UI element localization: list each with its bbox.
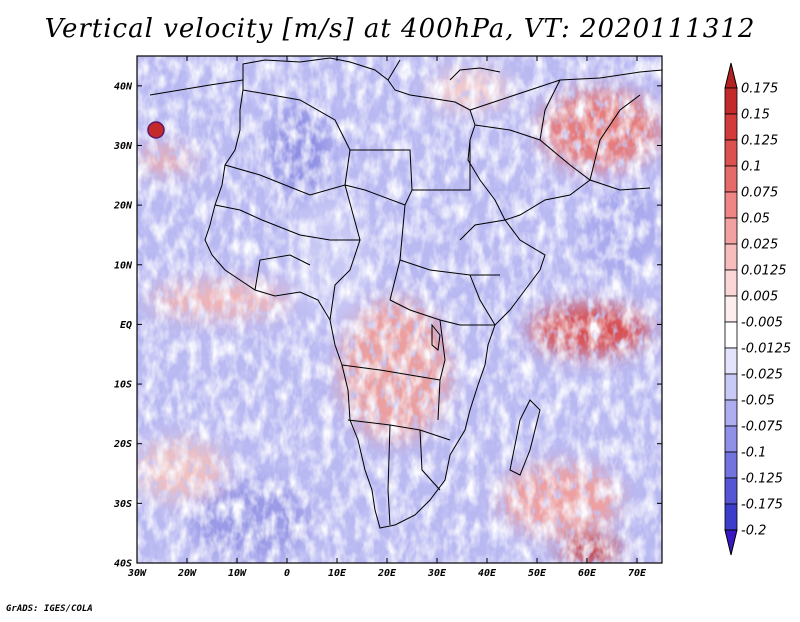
lat-tick-label: 30S bbox=[113, 499, 132, 510]
colorbar-swatch bbox=[724, 191, 738, 219]
colorbar-label: -0.0125 bbox=[741, 342, 791, 357]
lon-tick-label: 40E bbox=[478, 568, 497, 579]
colorbar-label: 0.15 bbox=[741, 108, 770, 123]
lat-tick-label: 20S bbox=[113, 439, 132, 450]
lat-tick-label: 40S bbox=[114, 559, 132, 570]
lon-tick-label: 10E bbox=[328, 568, 347, 579]
colorbar-swatch bbox=[724, 217, 738, 245]
colorbar-swatch bbox=[724, 87, 738, 115]
colorbar-swatch bbox=[724, 295, 738, 323]
colorbar-label: -0.075 bbox=[741, 420, 783, 435]
colorbar-swatch bbox=[724, 477, 738, 505]
colorbar-label: -0.175 bbox=[741, 498, 783, 513]
lat-tick-label: 30N bbox=[113, 141, 133, 152]
lon-tick-label: 30E bbox=[427, 568, 447, 579]
colorbar-label: 0.005 bbox=[741, 290, 778, 305]
lon-tick-label: 20E bbox=[377, 568, 397, 579]
lat-tick-label: 40N bbox=[114, 81, 133, 92]
colorbar-label: 0.075 bbox=[741, 186, 778, 201]
colorbar-label: 0.125 bbox=[741, 134, 778, 149]
colorbar-label: -0.2 bbox=[741, 524, 766, 539]
chart-title: Vertical velocity [m/s] at 400hPa, VT: 2… bbox=[44, 14, 756, 44]
lon-tick-label: 20W bbox=[177, 568, 197, 579]
colorbar-swatch bbox=[724, 165, 738, 193]
colorbar-swatch bbox=[724, 399, 738, 427]
lon-tick-label: 30W bbox=[127, 568, 147, 579]
colorbar-label: -0.125 bbox=[741, 472, 783, 487]
lon-tick-label: 70E bbox=[628, 568, 647, 579]
cyclone-feature bbox=[147, 121, 165, 139]
colorbar-swatch bbox=[724, 347, 738, 375]
colorbar-label: -0.1 bbox=[741, 446, 766, 461]
colorbar-top-arrow bbox=[724, 62, 738, 89]
colorbar-swatch bbox=[724, 373, 738, 401]
colorbar-label: 0.175 bbox=[741, 82, 778, 97]
colorbar-label: 0.025 bbox=[741, 238, 778, 253]
colorbar-swatch bbox=[724, 503, 738, 531]
colorbar-label: -0.025 bbox=[741, 368, 783, 383]
colorbar-label: 0.1 bbox=[741, 160, 762, 175]
colorbar-swatch bbox=[724, 243, 738, 271]
colorbar-swatch bbox=[724, 269, 738, 297]
colorbar-swatch bbox=[724, 139, 738, 167]
colorbar-label: -0.05 bbox=[741, 394, 775, 409]
colorbar-swatch bbox=[724, 451, 738, 479]
colorbar-label: 0.0125 bbox=[741, 264, 787, 279]
lat-tick-label: 10S bbox=[114, 380, 132, 391]
country-borders bbox=[149, 57, 662, 529]
colorbar-swatch bbox=[724, 425, 738, 453]
colorbar-label: 0.05 bbox=[741, 212, 770, 227]
colorbar-swatch bbox=[724, 321, 738, 349]
colorbar-swatch bbox=[724, 113, 738, 141]
lon-tick-label: 50E bbox=[528, 568, 547, 579]
grads-credit: GrADS: IGES/COLA bbox=[6, 604, 93, 614]
colorbar-label: -0.005 bbox=[741, 316, 783, 331]
lat-tick-label: EQ bbox=[120, 320, 132, 331]
lon-tick-label: 60E bbox=[578, 568, 597, 579]
lat-tick-label: 20N bbox=[113, 201, 133, 212]
lon-tick-label: 10W bbox=[228, 568, 247, 579]
colorbar: 0.175 0.15 0.125 0.1 0.075 0.05 0.025 0.0125 0.0… bbox=[724, 62, 791, 556]
axis-ticks: 30W 20W 10W 0 10E 20E 30E 40E 50E 60E 70E 40N 30N 20N… bbox=[113, 56, 662, 579]
colorbar-bottom-arrow bbox=[724, 529, 738, 556]
map-frame bbox=[136, 55, 663, 564]
map-area bbox=[137, 56, 662, 563]
lon-tick-label: 0 bbox=[284, 568, 290, 579]
lat-tick-label: 10N bbox=[114, 260, 133, 271]
